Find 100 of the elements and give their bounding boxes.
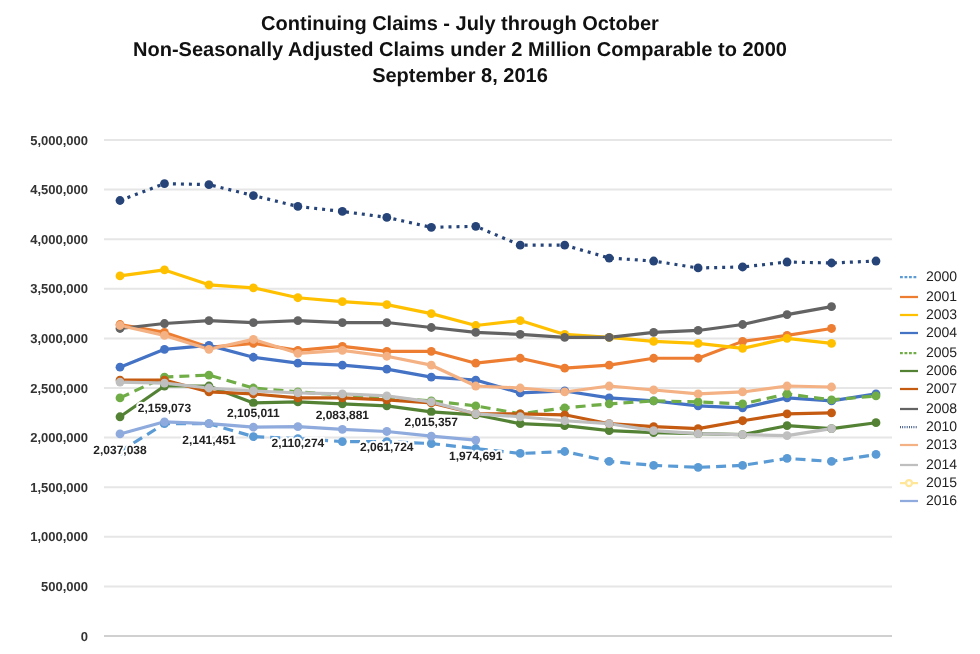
point — [782, 454, 792, 463]
point — [871, 256, 881, 266]
point — [426, 372, 436, 382]
point — [249, 318, 258, 327]
point — [382, 427, 392, 436]
point — [426, 222, 436, 232]
point — [204, 316, 214, 325]
point — [871, 418, 881, 428]
point — [693, 326, 703, 335]
point — [204, 280, 214, 290]
point — [827, 408, 836, 418]
point — [293, 293, 303, 303]
point — [204, 370, 214, 380]
point — [249, 191, 258, 200]
point — [827, 382, 836, 392]
point — [249, 352, 258, 362]
point — [382, 212, 392, 222]
point — [560, 363, 570, 373]
point — [738, 387, 747, 397]
point — [649, 328, 659, 337]
point — [382, 351, 392, 361]
point — [827, 324, 836, 333]
point — [382, 318, 392, 327]
point — [426, 360, 436, 370]
point — [693, 389, 703, 399]
point — [604, 360, 614, 370]
point — [515, 383, 525, 393]
point — [160, 179, 169, 189]
point — [560, 447, 570, 456]
point — [782, 381, 792, 391]
point — [382, 364, 392, 374]
point — [471, 358, 481, 368]
point — [782, 409, 792, 419]
point — [115, 429, 125, 439]
point — [693, 353, 703, 363]
chart-subtitle: Non-Seasonally Adjusted Claims under 2 Million Comparable to 2000 September 8, 2016 — [131, 38, 789, 90]
point — [337, 207, 347, 216]
point — [426, 439, 436, 448]
point — [604, 399, 614, 409]
point — [249, 283, 258, 293]
point — [693, 462, 703, 472]
point — [515, 316, 525, 325]
point — [827, 302, 836, 312]
point — [738, 320, 747, 329]
point — [827, 457, 836, 466]
point — [249, 398, 258, 408]
point — [515, 353, 525, 363]
point — [604, 253, 614, 263]
point — [515, 330, 525, 339]
point — [782, 257, 792, 267]
chart-title: Continuing Claims - July through October — [259, 12, 661, 38]
point — [426, 431, 436, 441]
point — [827, 258, 836, 268]
point — [249, 422, 258, 432]
point — [337, 318, 347, 327]
point — [560, 240, 570, 250]
point — [115, 412, 125, 422]
point — [871, 450, 881, 459]
point — [782, 431, 792, 441]
point — [337, 360, 347, 370]
point — [827, 338, 836, 348]
point — [426, 407, 436, 417]
point — [471, 435, 481, 445]
point — [693, 263, 703, 273]
point — [604, 381, 614, 391]
point — [604, 457, 614, 466]
point — [471, 401, 481, 411]
point — [115, 393, 125, 403]
point — [426, 346, 436, 356]
point — [115, 362, 125, 372]
point — [160, 265, 169, 275]
point — [649, 256, 659, 266]
point — [782, 421, 792, 431]
point — [337, 437, 347, 446]
point — [337, 424, 347, 434]
point — [649, 460, 659, 470]
point — [293, 316, 303, 325]
point — [471, 381, 481, 391]
point — [160, 344, 169, 354]
point — [738, 460, 747, 470]
point — [649, 385, 659, 395]
point — [649, 353, 659, 363]
point — [293, 202, 303, 211]
point — [560, 416, 570, 426]
point — [693, 338, 703, 348]
point — [382, 300, 392, 310]
point — [471, 221, 481, 231]
point — [738, 416, 747, 426]
point — [471, 328, 481, 337]
point — [515, 449, 525, 458]
point — [115, 196, 125, 205]
point — [426, 309, 436, 318]
point — [782, 310, 792, 319]
point — [293, 358, 303, 368]
point — [115, 271, 125, 281]
point — [515, 240, 525, 250]
point — [738, 343, 747, 353]
point — [249, 432, 258, 442]
point — [337, 297, 347, 307]
point — [649, 336, 659, 346]
